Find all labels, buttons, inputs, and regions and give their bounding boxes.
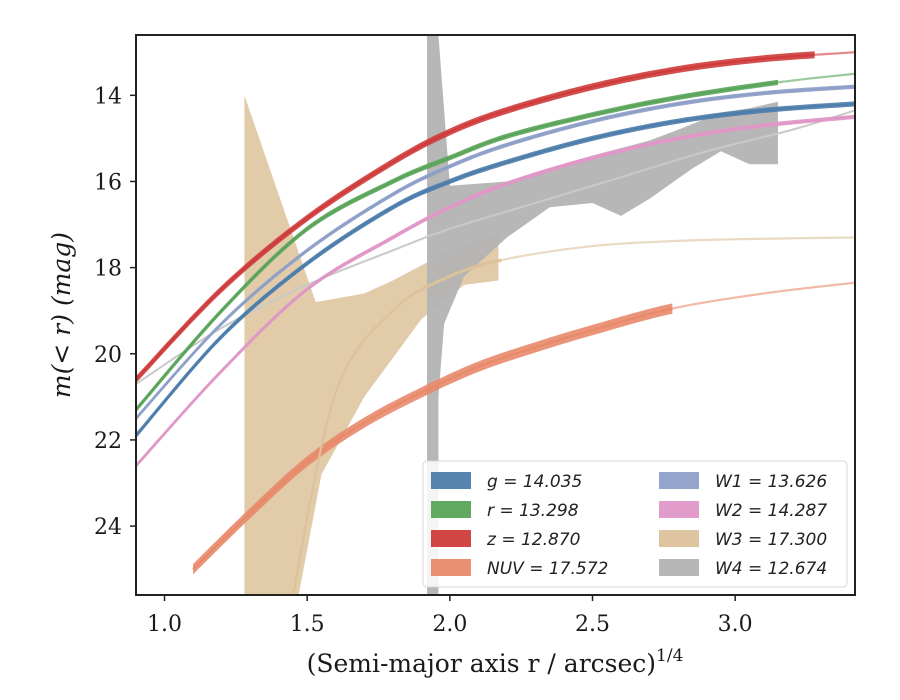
x-axis-label: (Semi-major axis r / arcsec)1/4: [307, 646, 684, 678]
series-extrapolation: [844, 115, 855, 119]
x-tick-label: 2.0: [432, 612, 467, 637]
legend-box: [422, 460, 848, 588]
reference-curve: [136, 109, 855, 385]
y-tick-label: 18: [94, 257, 122, 282]
series-line: [136, 81, 779, 411]
legend-swatch: [659, 530, 699, 547]
legend-label: W1 = 13.626: [715, 472, 827, 492]
legend-label: r = 13.298: [487, 501, 579, 521]
y-tick-label: 24: [94, 515, 122, 540]
x-tick-label: 1.5: [290, 612, 325, 637]
legend-swatch: [659, 472, 699, 489]
series-line: [136, 85, 855, 420]
plot-frame: [135, 34, 856, 596]
legend-swatch: [431, 530, 471, 547]
series-extrapolation: [657, 281, 855, 313]
series-extrapolation: [490, 236, 855, 264]
band-layer: [244, 35, 778, 595]
y-axis: 14 16 18 20 22 24: [94, 84, 136, 540]
y-axis-label: m(< r) (mag): [47, 232, 76, 398]
x-axis: 1.0 1.5 2.0 2.5 3.0: [147, 595, 753, 637]
series-line: [136, 115, 855, 467]
y-tick-label: 14: [94, 84, 122, 109]
x-axis-label-superscript: 1/4: [656, 646, 683, 666]
legend-swatch: [659, 559, 699, 576]
legend-label: W4 = 12.674: [715, 559, 827, 579]
legend-label: W2 = 14.287: [715, 501, 827, 521]
series-extrapolation: [814, 51, 855, 56]
series-line: [136, 53, 815, 381]
curve-layer: [136, 51, 855, 595]
legend-label: z = 12.870: [486, 530, 580, 550]
legend-swatch: [431, 559, 471, 576]
x-tick-label: 1.0: [147, 612, 182, 637]
series-extrapolation: [844, 102, 855, 106]
series-line: [291, 259, 502, 595]
series-line: [192, 307, 673, 570]
y-tick-label: 20: [94, 343, 122, 368]
series-line: [136, 102, 855, 437]
legend-label: g = 14.035: [487, 472, 582, 492]
uncertainty-band: [244, 95, 499, 595]
series-extrapolation: [770, 72, 855, 85]
legend-swatch: [431, 501, 471, 518]
legend-swatch: [431, 472, 471, 489]
legend-swatch: [659, 501, 699, 518]
y-tick-label: 16: [94, 170, 122, 195]
series-extrapolation: [844, 85, 855, 89]
x-tick-label: 3.0: [718, 612, 753, 637]
y-tick-label: 22: [94, 429, 122, 454]
legend-label: W3 = 17.300: [715, 530, 827, 550]
legend-label: NUV = 17.572: [487, 559, 608, 579]
x-tick-label: 2.5: [575, 612, 610, 637]
legend: g = 14.035 r = 13.298 z = 12.870 NUV = 17.5…: [422, 460, 848, 588]
